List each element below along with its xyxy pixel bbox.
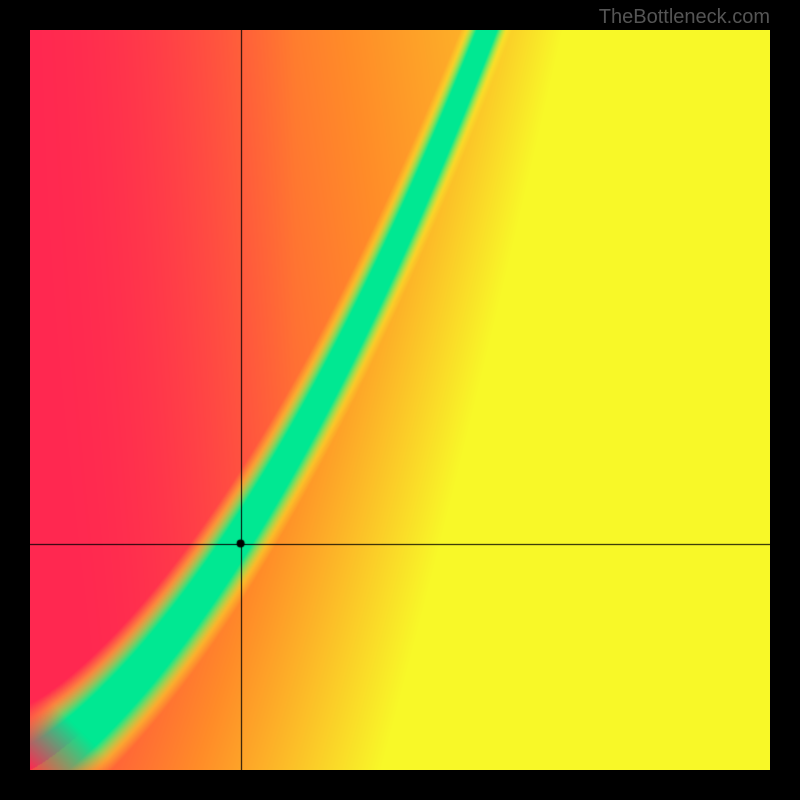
heatmap-canvas [30,30,770,770]
heatmap-plot [30,30,770,770]
watermark-text: TheBottleneck.com [599,6,770,29]
chart-container: TheBottleneck.com [0,0,800,800]
